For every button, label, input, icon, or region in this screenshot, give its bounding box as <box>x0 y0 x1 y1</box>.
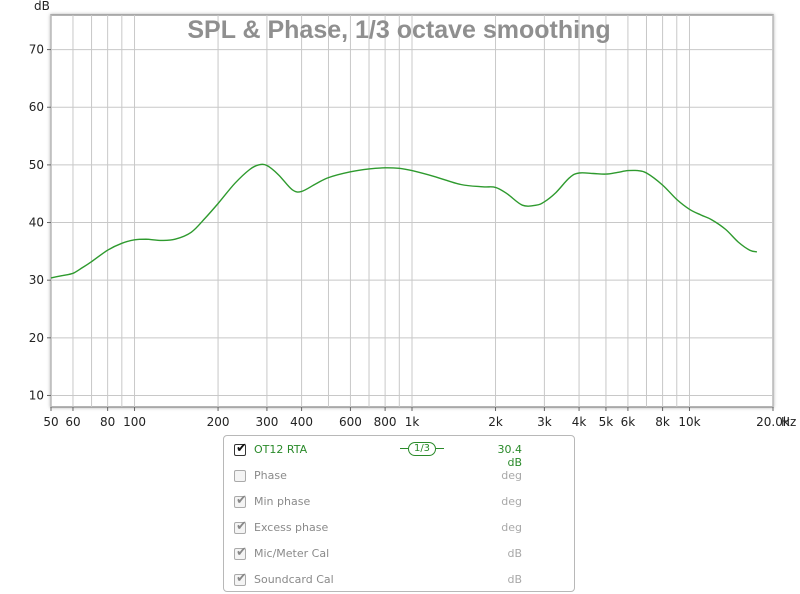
row-unit: deg <box>501 469 522 482</box>
x-tick-label: 100 <box>123 415 146 429</box>
legend-panel: ✔ OT12 RTA 1/3 30.4 dB Phase deg ✔ Min p… <box>223 435 575 592</box>
legend-row-excess-phase[interactable]: ✔ Excess phase deg <box>234 519 564 538</box>
y-axis-unit: dB <box>34 0 50 13</box>
checkbox[interactable]: ✔ <box>234 571 247 586</box>
x-tick-label: 300 <box>255 415 278 429</box>
x-tick-label: 8k <box>655 415 670 429</box>
checkbox[interactable]: ✔ <box>234 519 247 534</box>
checkbox[interactable]: ✔ <box>234 441 247 456</box>
x-tick-label: 600 <box>339 415 362 429</box>
x-tick-label: 10k <box>678 415 700 429</box>
y-tick-label: 20 <box>29 331 44 345</box>
row-label: Phase <box>254 469 287 482</box>
x-tick-label: 400 <box>290 415 313 429</box>
x-tick-label: 4k <box>572 415 587 429</box>
legend-row-soundcard-cal[interactable]: ✔ Soundcard Cal dB <box>234 571 564 590</box>
x-tick-label: 80 <box>100 415 115 429</box>
x-tick-label: 800 <box>374 415 397 429</box>
y-tick-label: 40 <box>29 216 44 230</box>
series-line-ot12-rta <box>50 163 758 279</box>
row-label: Mic/Meter Cal <box>254 547 330 560</box>
x-tick-label: 3k <box>537 415 552 429</box>
legend-row-phase[interactable]: Phase deg <box>234 468 564 486</box>
x-tick-label: 2k <box>488 415 503 429</box>
row-label: Excess phase <box>254 521 329 534</box>
spl-chart: SPL & Phase, 1/3 octave smoothing 10 20 30… <box>29 0 797 429</box>
row-value: 30.4 dB <box>497 443 523 469</box>
row-unit: deg <box>501 495 522 508</box>
x-tick-label: 50 <box>43 415 58 429</box>
y-tick-label: 10 <box>29 388 44 402</box>
x-tick-label: 200 <box>207 415 230 429</box>
y-tick-label: 60 <box>29 100 44 114</box>
legend-row-min-phase[interactable]: ✔ Min phase deg <box>234 493 564 512</box>
checkbox[interactable] <box>234 470 246 482</box>
chart-title: SPL & Phase, 1/3 octave smoothing <box>187 16 610 44</box>
row-unit: dB <box>507 547 522 560</box>
x-tick-label: 5k <box>599 415 614 429</box>
row-label: Soundcard Cal <box>254 573 334 586</box>
x-tick-label: 6k <box>621 415 636 429</box>
legend-row-mic-meter-cal[interactable]: ✔ Mic/Meter Cal dB <box>234 545 564 564</box>
y-tick-label: 30 <box>29 273 44 287</box>
x-tick-label: 20.0k <box>756 415 790 429</box>
checkbox[interactable]: ✔ <box>234 493 247 508</box>
row-unit: deg <box>501 521 522 534</box>
y-tick-label: 50 <box>29 158 44 172</box>
y-tick-label: 70 <box>29 43 44 57</box>
x-tick-label: 60 <box>65 415 80 429</box>
row-label: Min phase <box>254 495 311 508</box>
row-unit: dB <box>507 573 522 586</box>
row-label: OT12 RTA <box>254 443 308 456</box>
x-tick-label: 1k <box>405 415 420 429</box>
legend-row-ot12-rta[interactable]: ✔ OT12 RTA 1/3 30.4 dB <box>234 441 522 469</box>
checkbox[interactable]: ✔ <box>234 545 247 560</box>
x-axis-unit: Hz <box>781 415 796 429</box>
